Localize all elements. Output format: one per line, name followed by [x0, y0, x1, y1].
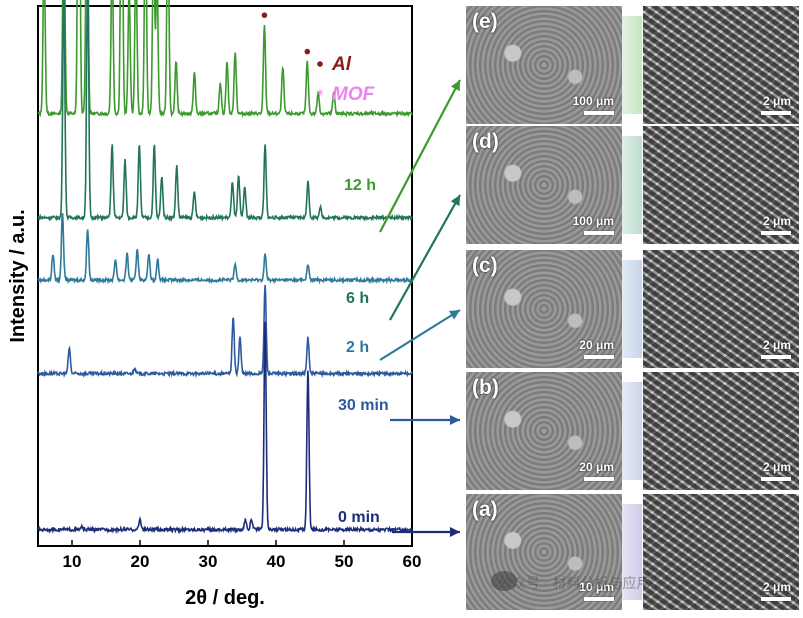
scale-bar-label-b-low: 20 μm [579, 460, 614, 474]
y-axis-label: Intensity / a.u. [7, 209, 29, 342]
series-label-30-min: 30 min [338, 397, 389, 414]
scale-bar-b-low [584, 477, 614, 481]
sem-panel-b-low: (b) 20 μm [466, 372, 622, 490]
scale-bar-label-a-high: 2 μm [762, 580, 791, 594]
scale-bar-d-high [761, 231, 791, 235]
scale-bar-a-low [584, 597, 614, 601]
series-line-0-min [37, 321, 413, 535]
sem-panel-c-high: 2 μm [643, 250, 799, 368]
sem-texture [643, 250, 799, 368]
panel-label-a: (a) [472, 498, 498, 521]
panel-label-d: (d) [472, 130, 499, 153]
scale-bar-c-high [761, 355, 791, 359]
scale-bar-a-high [761, 597, 791, 601]
al-marker-1 [304, 48, 311, 55]
sem-panel-a-low: (a) 10 μm [466, 494, 622, 610]
x-tick-label-30: 30 [199, 552, 218, 571]
scale-bar-label-c-low: 20 μm [579, 338, 614, 352]
scale-bar-label-d-high: 2 μm [762, 214, 791, 228]
x-tick-label-20: 20 [131, 552, 150, 571]
sem-texture [643, 372, 799, 490]
panel-label-c: (c) [472, 254, 498, 277]
arrow-head-4 [450, 527, 460, 537]
watermark-text: 公众号 · 材料分析与应用 [498, 575, 651, 591]
scale-bar-b-high [761, 477, 791, 481]
watermark-logo-icon [491, 571, 517, 591]
scale-bar-label-c-high: 2 μm [762, 338, 791, 352]
arrow-line-1 [389, 194, 461, 321]
panel-label-b: (b) [472, 376, 499, 399]
arrow-line-0 [379, 79, 461, 233]
scale-bar-label-e-low: 100 μm [572, 94, 614, 108]
sem-panel-e-low: (e) 100 μm [466, 6, 622, 124]
panel-label-e: (e) [472, 10, 498, 33]
x-tick-label-60: 60 [403, 552, 422, 571]
scale-bar-label-b-high: 2 μm [762, 460, 791, 474]
x-tick-label-10: 10 [63, 552, 82, 571]
arrow-head-2 [448, 310, 460, 320]
series-line-2-h [37, 213, 413, 285]
arrow-head-3 [450, 415, 460, 425]
sem-texture [466, 250, 622, 368]
legend-label-Al: Al [331, 54, 352, 75]
scale-bar-d-low [584, 231, 614, 235]
arrow-line-2 [379, 309, 461, 361]
scale-bar-label-d-low: 100 μm [572, 214, 614, 228]
legend-symbol-MOF: * [316, 86, 324, 104]
sem-panel-d-high: 2 μm [643, 126, 799, 244]
sem-texture [466, 494, 622, 610]
sem-panel-b-high: 2 μm [643, 372, 799, 490]
series-label-2-h: 2 h [346, 339, 369, 356]
arrow-head-0 [450, 80, 460, 92]
panel-link-band-b [622, 382, 642, 480]
sem-panel-d-low: (d) 100 μm [466, 126, 622, 244]
series-label-12-h: 12 h [344, 177, 376, 194]
legend-label-MOF: MOF [332, 84, 376, 105]
sem-panel-c-low: (c) 20 μm [466, 250, 622, 368]
x-axis-label: 2θ / deg. [185, 587, 265, 609]
scale-bar-label-a-low: 10 μm [579, 580, 614, 594]
series-line-6-h [37, 0, 413, 223]
sem-panel-e-high: 2 μm [643, 6, 799, 124]
panel-link-band-d [622, 136, 642, 234]
series-label-0-min: 0 min [338, 509, 380, 526]
sem-texture [643, 6, 799, 124]
series-line-12-h [37, 0, 413, 119]
arrow-head-1 [450, 195, 460, 207]
sem-texture [643, 494, 799, 610]
plot-frame [37, 5, 413, 547]
sem-panel-a-high: 2 μm [643, 494, 799, 610]
al-marker-0 [261, 12, 268, 18]
scale-bar-e-low [584, 111, 614, 115]
series-label-6-h: 6 h [346, 290, 369, 307]
series-line-30-min [37, 284, 413, 379]
panel-link-band-e [622, 16, 642, 114]
panel-link-band-c [622, 260, 642, 358]
sem-texture [466, 372, 622, 490]
x-tick-label-40: 40 [267, 552, 286, 571]
scale-bar-e-high [761, 111, 791, 115]
x-tick-label-50: 50 [335, 552, 354, 571]
legend-symbol-Al [317, 61, 323, 67]
sem-texture [466, 126, 622, 244]
sem-texture [466, 6, 622, 124]
panel-link-band-a [622, 504, 642, 600]
sem-texture [643, 126, 799, 244]
scale-bar-c-low [584, 355, 614, 359]
scale-bar-label-e-high: 2 μm [762, 94, 791, 108]
